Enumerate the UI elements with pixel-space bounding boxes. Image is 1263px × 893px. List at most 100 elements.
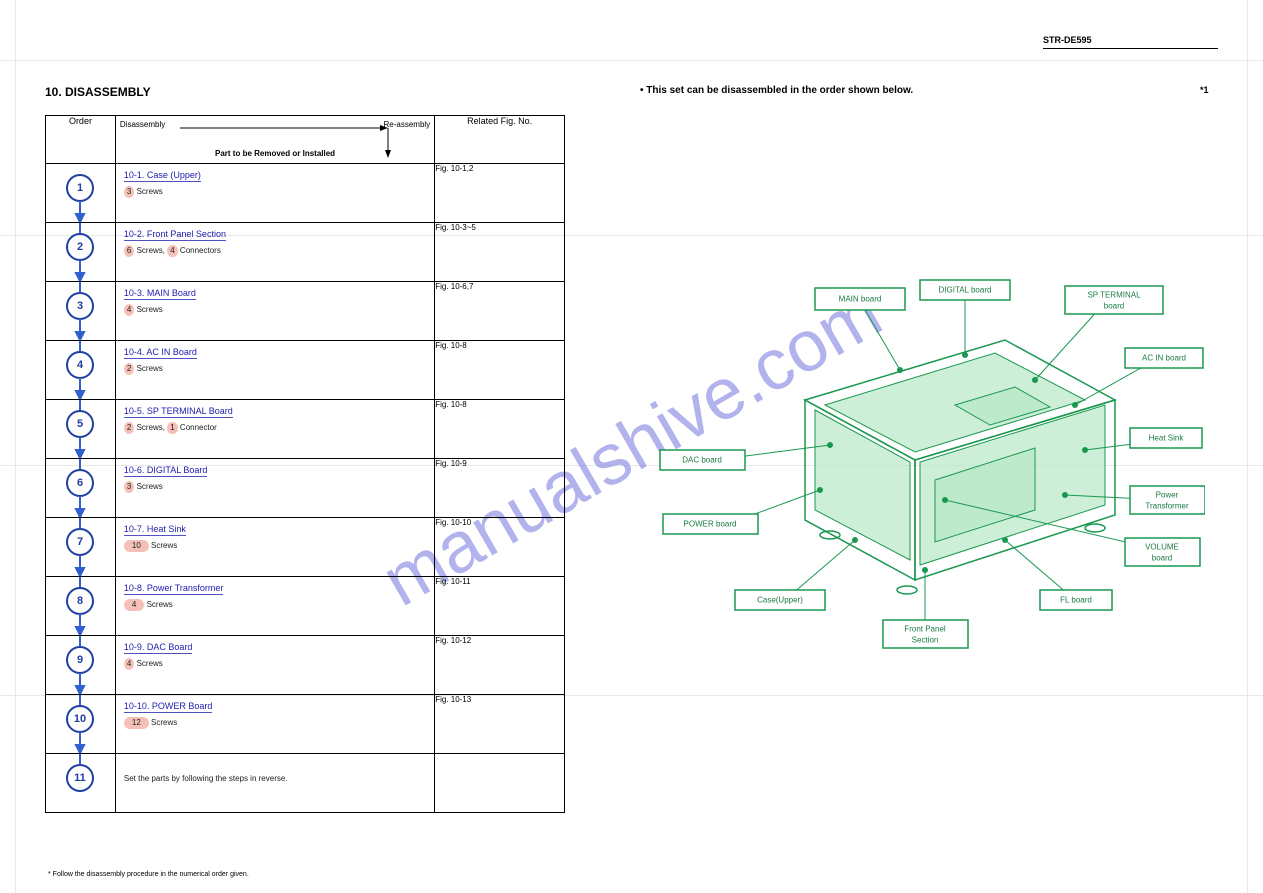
svg-text:7: 7 [77, 536, 83, 548]
part-title-link[interactable]: 10-9. DAC Board [124, 642, 193, 654]
part-subtext: Set the parts by following the steps in … [124, 774, 288, 784]
part-cell: 10-5. SP TERMINAL Board 2 Screws, 1 Conne… [115, 400, 434, 459]
part-subtext: 3 Screws [124, 481, 163, 493]
part-subtext: 2 Screws, 1 Connector [124, 422, 217, 434]
svg-text:2: 2 [77, 241, 83, 253]
part-cell: 10-6. DIGITAL Board 3 Screws [115, 459, 434, 518]
diagram-title: • This set can be disassembled in the or… [640, 85, 913, 96]
svg-text:DIGITAL board: DIGITAL board [939, 286, 992, 295]
svg-text:1: 1 [77, 182, 83, 194]
fig-cell: Fig. 10-8 [435, 341, 565, 400]
part-title-link[interactable]: 10-6. DIGITAL Board [124, 465, 208, 477]
part-subtext: 12 Screws [124, 717, 177, 729]
fig-cell: Fig. 10-9 [435, 459, 565, 518]
svg-text:SP TERMINAL: SP TERMINAL [1087, 291, 1141, 300]
order-cell: 6 [46, 459, 116, 518]
svg-text:9: 9 [77, 654, 83, 666]
fig-cell [435, 754, 565, 813]
label-case: Case(Upper) [735, 590, 825, 610]
label-fl: FL board [1040, 590, 1112, 610]
part-cell: 10-4. AC IN Board 2 Screws [115, 341, 434, 400]
svg-text:DAC board: DAC board [682, 456, 722, 465]
part-cell: 10-8. Power Transformer 4 Screws [115, 577, 434, 636]
svg-text:board: board [1152, 554, 1172, 563]
svg-text:POWER board: POWER board [684, 520, 737, 529]
part-subtext: 4 Screws [124, 658, 163, 670]
svg-text:VOLUME: VOLUME [1145, 543, 1179, 552]
table-head-part: Disassembly Re-assembly Part to be Remov… [115, 116, 434, 164]
asterisk-note: * Follow the disassembly procedure in th… [48, 871, 249, 878]
fig-cell: Fig. 10-6,7 [435, 282, 565, 341]
part-title-link[interactable]: 10-1. Case (Upper) [124, 170, 201, 182]
order-cell: 10 [46, 695, 116, 754]
part-cell: Set the parts by following the steps in … [115, 754, 434, 813]
part-subtext: 4 Screws [124, 304, 163, 316]
label-powertrans: Power Transformer [1130, 486, 1205, 514]
isometric-diagram: MAIN board DIGITAL board SP TERMINALboar… [655, 250, 1205, 690]
svg-text:4: 4 [77, 359, 84, 371]
part-subtext: 6 Screws, 4 Connectors [124, 245, 221, 257]
order-cell: 4 [46, 341, 116, 400]
pcb-shapes [815, 353, 1105, 565]
svg-text:Section: Section [912, 636, 939, 645]
part-cell: 10-1. Case (Upper) 3 Screws [115, 164, 434, 223]
order-cell: 5 [46, 400, 116, 459]
svg-text:8: 8 [77, 595, 83, 607]
label-spterm: SP TERMINALboard [1065, 286, 1163, 314]
svg-text:5: 5 [77, 418, 83, 430]
svg-text:11: 11 [75, 772, 87, 784]
svg-text:6: 6 [77, 477, 83, 489]
section-title: 10. DISASSEMBLY [45, 85, 151, 99]
page-model-title: STR-DE595 [1043, 35, 1218, 49]
svg-text:Power: Power [1156, 491, 1179, 500]
fig-cell: Fig. 10-8 [435, 400, 565, 459]
part-title-link[interactable]: 10-4. AC IN Board [124, 347, 197, 359]
part-cell: 10-3. MAIN Board 4 Screws [115, 282, 434, 341]
fig-cell: Fig. 10-3~5 [435, 223, 565, 282]
part-subtext: 3 Screws [124, 186, 163, 198]
order-cell: 11 [46, 754, 116, 813]
part-title-link[interactable]: 10-7. Heat Sink [124, 524, 186, 536]
part-cell: 10-2. Front Panel Section 6 Screws, 4 Con… [115, 223, 434, 282]
part-cell: 10-9. DAC Board 4 Screws [115, 636, 434, 695]
part-title-link[interactable]: 10-2. Front Panel Section [124, 229, 226, 241]
label-dac: DAC board [660, 450, 745, 470]
svg-text:AC IN board: AC IN board [1142, 354, 1186, 363]
svg-text:Front Panel: Front Panel [904, 625, 946, 634]
fig-cell: Fig. 10-12 [435, 636, 565, 695]
order-cell: 2 [46, 223, 116, 282]
label-part-removed: Part to be Removed or Installed [120, 149, 430, 158]
part-subtext: 10 Screws [124, 540, 177, 552]
svg-text:Transformer: Transformer [1145, 502, 1189, 511]
part-title-link[interactable]: 10-5. SP TERMINAL Board [124, 406, 233, 418]
label-power: POWER board [663, 514, 758, 534]
fig-cell: Fig. 10-1,2 [435, 164, 565, 223]
disassembly-table: Order Disassembly Re-assembly Part to be… [45, 115, 565, 813]
table-body: 1 10-1. Case (Upper) 3 Screws Fig. 10-1,2 2 1… [46, 164, 565, 813]
part-cell: 10-7. Heat Sink 10 Screws [115, 518, 434, 577]
part-cell: 10-10. POWER Board 12 Screws [115, 695, 434, 754]
part-title-link[interactable]: 10-10. POWER Board [124, 701, 213, 713]
table-head-fig: Related Fig. No. [435, 116, 565, 164]
label-main: MAIN board [815, 288, 905, 310]
fig-cell: Fig. 10-10 [435, 518, 565, 577]
order-cell: 7 [46, 518, 116, 577]
order-cell: 9 [46, 636, 116, 695]
svg-text:Heat Sink: Heat Sink [1149, 434, 1185, 443]
svg-text:Case(Upper): Case(Upper) [757, 596, 803, 605]
part-title-link[interactable]: 10-8. Power Transformer [124, 583, 224, 595]
fig-cell: Fig. 10-13 [435, 695, 565, 754]
table-head-order: Order [46, 116, 116, 164]
part-subtext: 4 Screws [124, 599, 173, 611]
svg-text:FL board: FL board [1060, 596, 1092, 605]
part-subtext: 2 Screws [124, 363, 163, 375]
order-cell: 8 [46, 577, 116, 636]
part-title-link[interactable]: 10-3. MAIN Board [124, 288, 196, 300]
label-acin: AC IN board [1125, 348, 1203, 368]
order-cell: 3 [46, 282, 116, 341]
label-front: Front Panel Section [883, 620, 968, 648]
svg-text:3: 3 [77, 300, 83, 312]
label-heatsink: Heat Sink [1130, 428, 1202, 448]
diagram-star: *1 [1200, 85, 1209, 95]
label-volume: VOLUME board [1125, 538, 1200, 566]
